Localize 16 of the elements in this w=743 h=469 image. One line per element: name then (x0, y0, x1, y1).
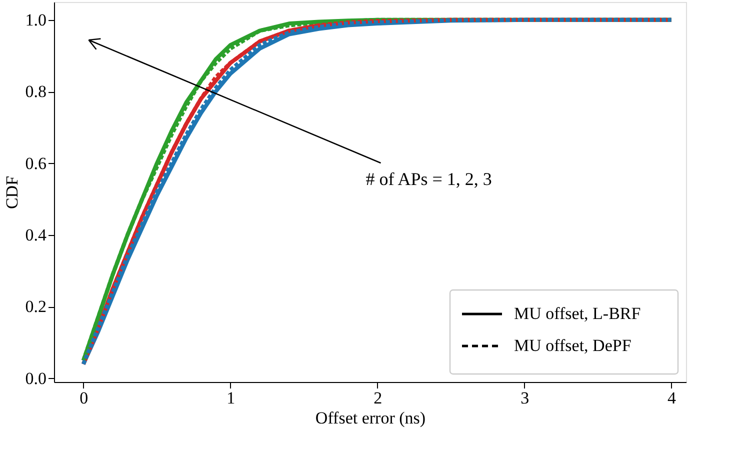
y-tick-label: 0.8 (25, 82, 46, 102)
annotation: MU offset, L-BRF (514, 304, 641, 323)
annotation: # of APs = 1, 2, 3 (366, 169, 492, 189)
y-tick-label: 0.0 (25, 368, 46, 388)
x-tick-label: 0 (80, 388, 88, 408)
y-axis-title: CDF (2, 176, 22, 210)
x-tick-label: 1 (226, 388, 236, 408)
y-tick-label: 0.4 (25, 226, 47, 245)
y-tick-label: 1.0 (25, 10, 46, 30)
y-tick-label: 0.6 (25, 154, 46, 173)
y-tick-label: 0.2 (25, 297, 46, 316)
x-axis-title: Offset error (ns) (315, 408, 426, 428)
annotation: MU offset, DePF (514, 336, 632, 355)
x-tick-label: 4 (668, 388, 677, 408)
x-tick-label: 2 (374, 388, 382, 408)
x-tick-label: 3 (520, 388, 530, 408)
